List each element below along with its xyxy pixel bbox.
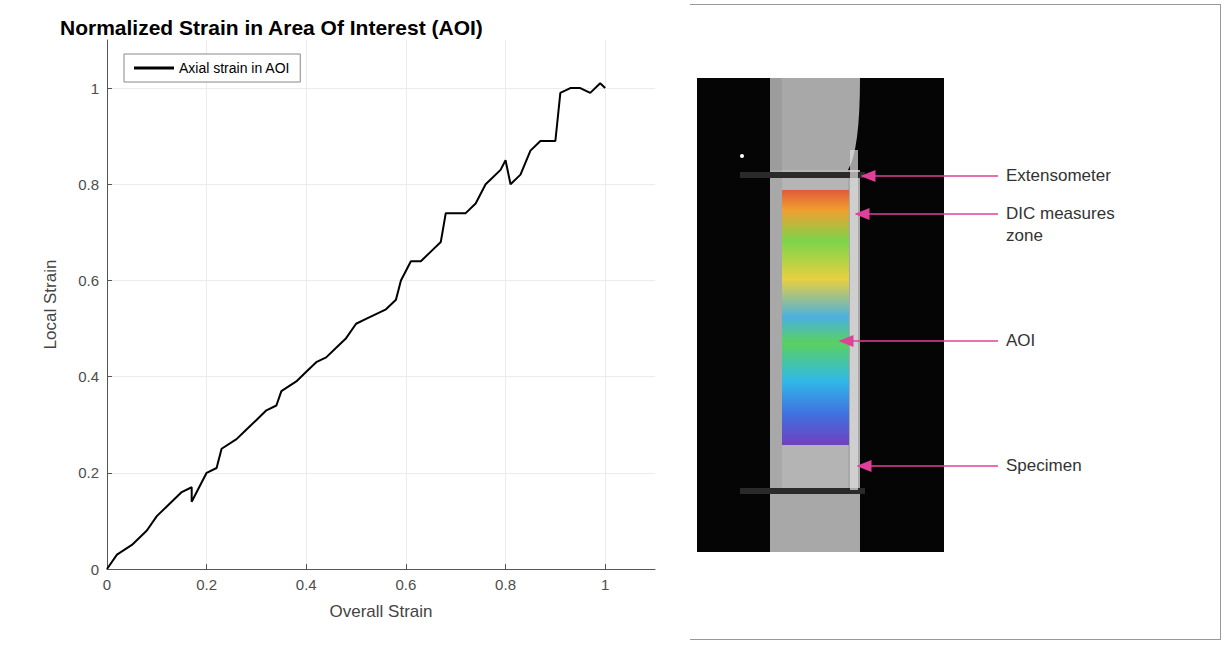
svg-text:0: 0 (103, 576, 111, 593)
html-text:DIC measures zone: DIC measures zone (1006, 204, 1115, 245)
svg-text:Local Strain: Local Strain (41, 260, 60, 350)
svg-text:0.6: 0.6 (395, 576, 416, 593)
svg-text:0.2: 0.2 (196, 576, 217, 593)
svg-text:0.4: 0.4 (296, 576, 317, 593)
svg-text:0.8: 0.8 (78, 176, 99, 193)
html-text:Specimen: Specimen (1006, 456, 1082, 475)
svg-text:0.6: 0.6 (78, 272, 99, 289)
svg-text:Overall Strain: Overall Strain (330, 602, 433, 621)
svg-text:Axial strain in AOI: Axial strain in AOI (179, 60, 290, 76)
svg-text:0.8: 0.8 (495, 576, 516, 593)
svg-text:0.4: 0.4 (78, 368, 99, 385)
svg-text:Normalized Strain in Area Of I: Normalized Strain in Area Of Interest (A… (60, 16, 483, 39)
svg-text:0: 0 (91, 561, 99, 578)
html-text:Extensometer: Extensometer (1006, 166, 1111, 185)
svg-text:1: 1 (91, 80, 99, 97)
svg-text:0.2: 0.2 (78, 464, 99, 481)
svg-text:1: 1 (601, 576, 609, 593)
html-text:AOI: AOI (1006, 331, 1036, 350)
